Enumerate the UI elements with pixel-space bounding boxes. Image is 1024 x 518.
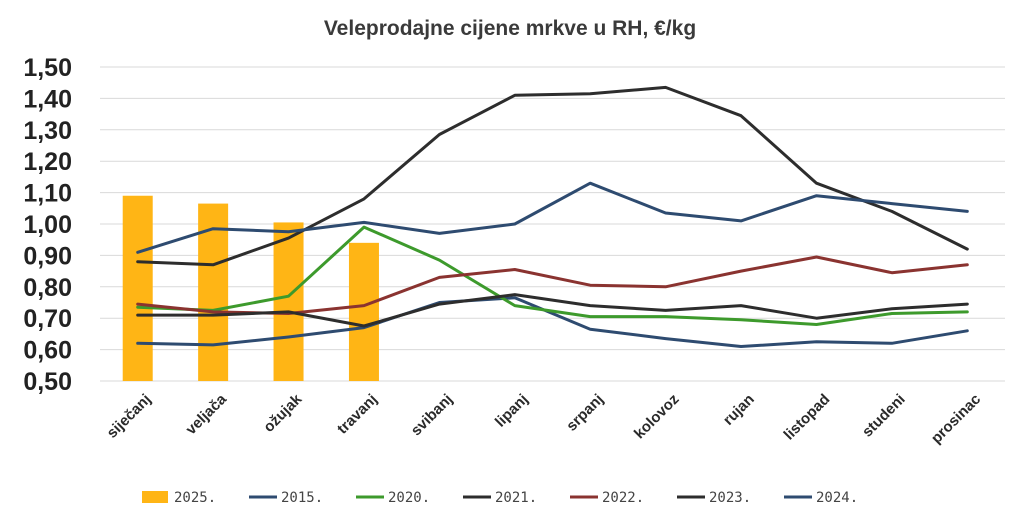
legend: 2025. 2015. 2020. 2021. 2022. 2023. 2024. [142, 490, 858, 506]
bar-2025-siječanj [122, 195, 153, 381]
legend-label: 2015. [281, 490, 323, 506]
x-tick-label: ožujak [260, 390, 305, 435]
x-tick-label: kolovoz [631, 391, 683, 443]
series-line-2015 [136, 296, 969, 348]
legend-label: 2022. [602, 490, 644, 506]
line-series [136, 85, 969, 348]
legend-item: 2023. [677, 490, 751, 506]
chart-title: Veleprodajne cijene mrkve u RH, €/kg [324, 17, 696, 40]
series-line-2021 [136, 85, 969, 267]
legend-item: 2020. [356, 490, 430, 506]
x-tick-label: veljača [183, 390, 231, 438]
x-tick-label: rujan [720, 391, 758, 429]
series-line-2024 [136, 181, 969, 254]
x-tick-label: listopad [781, 391, 834, 444]
legend-label: 2024. [816, 490, 858, 506]
y-tick-label: 1,10 [23, 180, 72, 208]
x-axis-ticks: siječanj veljača ožujak travanj svibanj lipan… [104, 390, 985, 447]
x-tick-label: srpanj [563, 391, 607, 435]
legend-label: 2020. [388, 490, 430, 506]
legend-item: 2015. [249, 490, 323, 506]
series-line-2022 [136, 255, 969, 315]
x-tick-label: prosinac [928, 391, 984, 447]
y-tick-label: 0,80 [23, 274, 72, 302]
y-tick-label: 1,30 [23, 117, 72, 145]
legend-label: 2025. [174, 490, 216, 506]
gridlines [100, 66, 1005, 382]
legend-item: 2025. [142, 490, 216, 506]
x-tick-label: svibanj [408, 391, 457, 440]
y-tick-label: 1,20 [23, 148, 72, 176]
legend-item: 2024. [784, 490, 858, 506]
legend-swatch [142, 491, 168, 503]
y-tick-label: 1,40 [23, 85, 72, 113]
y-tick-label: 0,70 [23, 305, 72, 333]
x-tick-label: studeni [859, 391, 909, 441]
legend-item: 2022. [570, 490, 644, 506]
bar-2025-travanj [348, 242, 379, 381]
y-tick-label: 0,90 [23, 242, 72, 270]
y-axis-ticks: 0,50 0,60 0,70 0,80 0,90 1,00 1,10 1,20 1,30 1,40… [23, 54, 72, 396]
y-tick-label: 1,00 [23, 211, 72, 239]
y-tick-label: 1,50 [23, 54, 72, 82]
bar-series [122, 195, 379, 381]
y-tick-label: 0,50 [23, 368, 72, 396]
series-line-2023 [136, 293, 969, 328]
legend-label: 2023. [709, 490, 751, 506]
legend-item: 2021. [463, 490, 537, 506]
x-tick-label: lipanj [492, 391, 532, 431]
x-tick-label: siječanj [104, 391, 155, 442]
x-tick-label: travanj [334, 391, 381, 438]
legend-label: 2021. [495, 490, 537, 506]
y-tick-label: 0,60 [23, 337, 72, 365]
bar-2025-ožujak [273, 222, 304, 381]
series-line-2020 [136, 225, 969, 326]
